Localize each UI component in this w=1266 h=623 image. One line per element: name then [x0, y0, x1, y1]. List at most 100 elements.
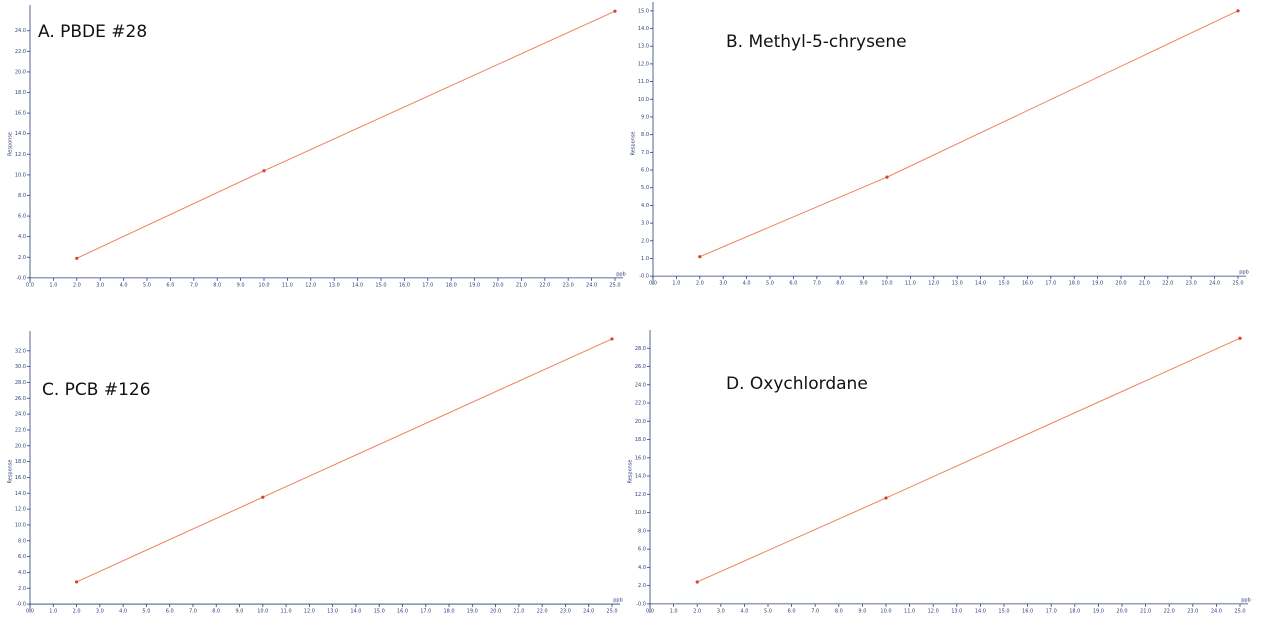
- x-tick-label: 3.0: [717, 608, 725, 614]
- y-axis-label: Response: [8, 459, 14, 483]
- data-point: [695, 580, 699, 584]
- y-tick-label: 16.0: [635, 455, 646, 461]
- x-tick-label: 18.0: [1069, 281, 1080, 287]
- x-tick-label: 24.0: [1211, 608, 1222, 614]
- y-tick-label: 15.0: [638, 8, 649, 14]
- x-tick-label: 8.0: [213, 282, 221, 288]
- x-tick-label: 12.0: [928, 608, 939, 614]
- x-tick-label: 11.0: [904, 608, 915, 614]
- x-tick-label: 2.0: [73, 282, 81, 288]
- y-tick-label: 2.0: [18, 255, 26, 261]
- y-tick-label: 1.0: [641, 256, 649, 262]
- x-axis-label: ppb: [1241, 597, 1251, 603]
- data-point: [884, 496, 888, 500]
- x-tick-label: 21.0: [516, 282, 527, 288]
- y-tick-label: 6.0: [638, 547, 646, 553]
- y-tick-label: 24.0: [15, 28, 26, 34]
- y-tick-label: 6.0: [18, 214, 26, 220]
- y-tick-label: 24.0: [635, 382, 646, 388]
- x-tick-label: 3.0: [96, 282, 104, 288]
- y-tick-label: 18.0: [635, 437, 646, 443]
- y-tick-label: 13.0: [638, 44, 649, 50]
- y-tick-label: 10.0: [638, 97, 649, 103]
- y-tick-label: 18.0: [15, 90, 26, 96]
- y-tick-label: 10.0: [15, 522, 26, 528]
- x-tick-label: 7.0: [813, 281, 821, 287]
- y-axis-label: Response: [631, 131, 637, 155]
- y-tick-label: 6.0: [18, 554, 26, 560]
- x-tick-label: 8.0: [836, 281, 844, 287]
- x-tick-label: 6.0: [166, 282, 174, 288]
- x-tick-label: 4.0: [120, 282, 128, 288]
- x-tick-label: 20.0: [492, 282, 503, 288]
- y-tick-label: 12.0: [638, 61, 649, 67]
- y-tick-label: 2.0: [638, 583, 646, 589]
- x-tick-label: 5.0: [142, 609, 150, 615]
- y-tick-label: 26.0: [15, 396, 26, 402]
- y-tick-label: 12.0: [15, 152, 26, 158]
- data-point: [610, 337, 614, 341]
- y-axis-label: Response: [8, 132, 14, 156]
- x-tick-label: 19.0: [469, 282, 480, 288]
- x-tick-label: 2.0: [73, 609, 81, 615]
- x-tick-label: 2.0: [696, 281, 704, 287]
- x-tick-label: 12.0: [928, 281, 939, 287]
- x-tick-label: 19.0: [1093, 608, 1104, 614]
- x-tick-label: 16.0: [399, 282, 410, 288]
- x-tick-label: 0.0: [646, 608, 654, 614]
- x-tick-label: 17.0: [1045, 281, 1056, 287]
- data-point: [74, 580, 79, 584]
- x-tick-label: 23.0: [1187, 608, 1198, 614]
- x-tick-label: 7.0: [190, 282, 198, 288]
- x-tick-label: 6.0: [166, 609, 174, 615]
- x-tick-label: 10.0: [258, 282, 269, 288]
- x-tick-label: 3.0: [719, 281, 727, 287]
- y-tick-label: 14.0: [635, 474, 646, 480]
- y-tick-label: 10.0: [635, 510, 646, 516]
- y-tick-label: 20.0: [15, 443, 26, 449]
- x-tick-label: 7.0: [189, 609, 197, 615]
- x-tick-label: 0.0: [26, 609, 34, 615]
- y-tick-label: 20.0: [15, 69, 26, 75]
- x-tick-label: 18.0: [443, 609, 454, 615]
- x-tick-label: 20.0: [490, 609, 501, 615]
- chart-title: A. PBDE #28: [38, 22, 147, 42]
- x-tick-label: 15.0: [998, 608, 1009, 614]
- x-tick-label: 4.0: [119, 609, 127, 615]
- x-tick-label: 17.0: [422, 282, 433, 288]
- fit-line: [76, 10, 616, 259]
- x-tick-label: 22.0: [1162, 281, 1173, 287]
- data-point: [613, 9, 617, 13]
- x-axis-label: ppb: [616, 271, 626, 277]
- x-tick-label: 5.0: [143, 282, 151, 288]
- chart-title: D. Oxychlordane: [726, 374, 868, 394]
- x-tick-label: 13.0: [329, 282, 340, 288]
- y-tick-label: 4.0: [18, 570, 26, 576]
- x-tick-label: 5.0: [764, 608, 772, 614]
- x-tick-label: 5.0: [766, 281, 774, 287]
- x-tick-label: 10.0: [880, 608, 891, 614]
- y-tick-label: 14.0: [15, 131, 26, 137]
- y-tick-label: 3.0: [641, 221, 649, 227]
- y-tick-label: -0.0: [16, 602, 26, 608]
- x-tick-label: 25.0: [1234, 608, 1245, 614]
- x-tick-label: 14.0: [975, 281, 986, 287]
- x-tick-label: 12.0: [305, 282, 316, 288]
- y-tick-label: 24.0: [15, 412, 26, 418]
- y-tick-label: 28.0: [635, 346, 646, 352]
- chart-title: B. Methyl-5-chrysene: [726, 32, 907, 52]
- y-tick-label: 10.0: [15, 172, 26, 178]
- chart-panel: -0.0 1.0 2.0 3.0 4.0 5.0 6.0 7.0 8.0 9.0 10.0 11.0 1…: [631, 2, 1249, 287]
- x-tick-label: 15.0: [374, 609, 385, 615]
- x-tick-label: 0.0: [649, 281, 657, 287]
- y-tick-label: 9.0: [641, 114, 649, 120]
- x-tick-label: 19.0: [1092, 281, 1103, 287]
- x-tick-label: 25.0: [609, 282, 620, 288]
- x-tick-label: 21.0: [1139, 281, 1150, 287]
- x-tick-label: 22.0: [539, 282, 550, 288]
- y-tick-label: -0.0: [636, 601, 646, 607]
- y-tick-label: 12.0: [15, 507, 26, 513]
- x-tick-label: 1.0: [49, 282, 57, 288]
- y-tick-label: 26.0: [635, 364, 646, 370]
- x-tick-label: 6.0: [789, 281, 797, 287]
